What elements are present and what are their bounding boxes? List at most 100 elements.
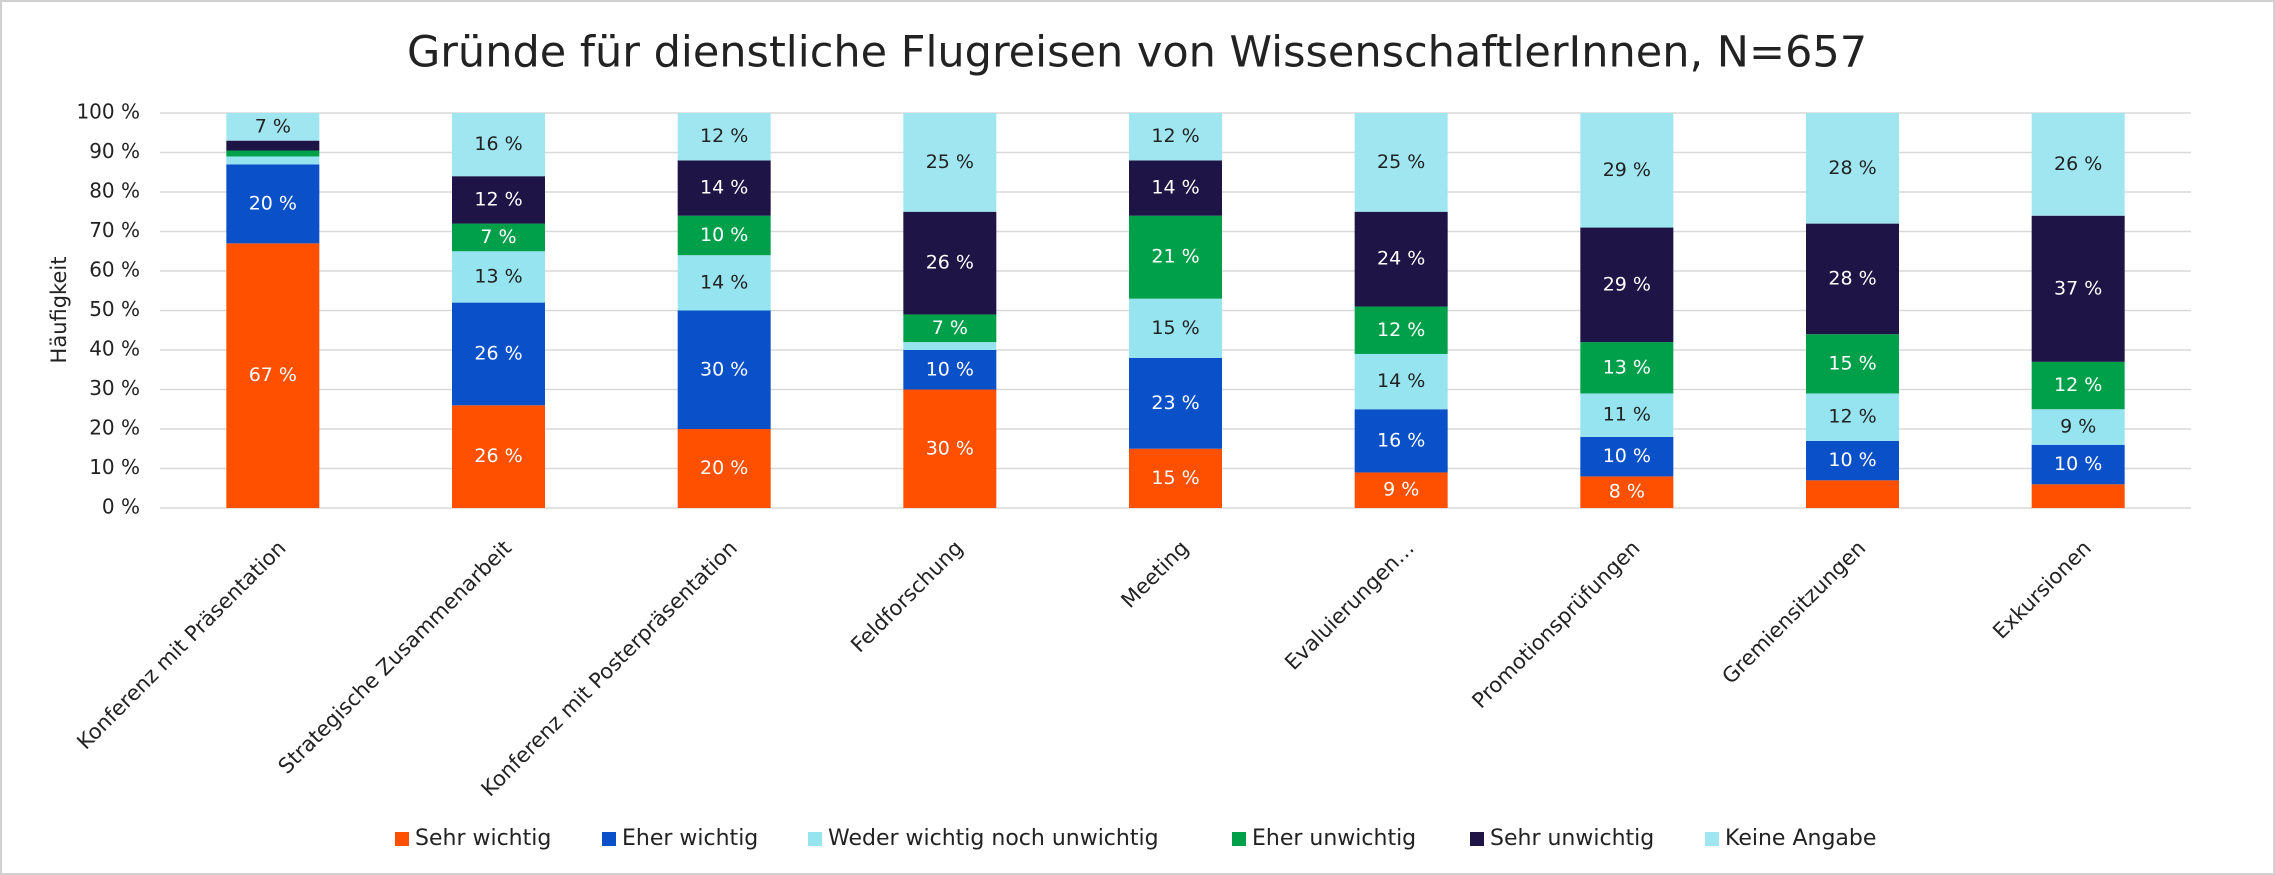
bar-segment	[1580, 227, 1674, 343]
data-label: 20 %	[700, 457, 748, 479]
bar-segment	[1580, 476, 1674, 508]
bar-segment	[2031, 484, 2125, 508]
bar-segment	[903, 342, 997, 350]
data-label: 12 %	[1151, 125, 1199, 147]
data-label: 14 %	[700, 271, 748, 293]
bar-segment	[226, 140, 320, 151]
data-label: 26 %	[474, 342, 522, 364]
legend-swatch	[1470, 832, 1484, 846]
bar-segment	[226, 243, 320, 508]
data-label: 29 %	[1603, 159, 1651, 181]
data-label: 15 %	[1151, 467, 1199, 489]
y-tick-label: 20 %	[89, 416, 140, 440]
data-label: 28 %	[1828, 157, 1876, 179]
data-label: 15 %	[1151, 317, 1199, 339]
y-tick-label: 30 %	[89, 376, 140, 400]
data-label: 12 %	[1828, 406, 1876, 428]
bar-segment	[452, 405, 545, 508]
bar-segment	[903, 211, 997, 315]
legend-label: Eher unwichtig	[1252, 826, 1416, 851]
bar-segment	[2031, 215, 2125, 362]
bar-segment	[226, 113, 320, 141]
data-label: 7 %	[480, 226, 516, 248]
legend-swatch	[1705, 832, 1719, 846]
y-tick-label: 40 %	[89, 337, 140, 361]
bar-segment	[1354, 353, 1448, 410]
y-tick-label: 50 %	[89, 297, 140, 321]
bar-segment	[452, 251, 545, 303]
data-label: 9 %	[1383, 479, 1419, 501]
data-label: 9 %	[2060, 416, 2096, 438]
bar-segment	[903, 314, 997, 343]
bar-segment	[452, 176, 545, 224]
legend-swatch	[808, 832, 822, 846]
bar-segment	[452, 223, 545, 252]
bar-segment	[677, 310, 771, 429]
legend-swatch	[602, 832, 616, 846]
data-label: 10 %	[1828, 449, 1876, 471]
data-label: 26 %	[2054, 153, 2102, 175]
legend-label: Sehr wichtig	[415, 826, 551, 851]
y-tick-label: 70 %	[89, 218, 140, 242]
legend-label: Weder wichtig noch unwichtig	[828, 826, 1159, 851]
y-tick-label: 0 %	[102, 495, 140, 519]
data-label: 29 %	[1603, 273, 1651, 295]
bar-segment	[1806, 393, 1899, 441]
data-label: 30 %	[926, 437, 974, 459]
bar-segment	[1806, 480, 1899, 508]
data-label: 10 %	[2054, 453, 2102, 475]
bar-segment	[1354, 211, 1448, 307]
y-tick-label: 90 %	[89, 139, 140, 163]
data-label: 14 %	[700, 177, 748, 199]
data-label: 23 %	[1151, 392, 1199, 414]
bar-segment	[1806, 440, 1899, 481]
chart-title: Gründe für dienstliche Flugreisen von Wi…	[407, 28, 1867, 78]
bar-segment	[2031, 361, 2125, 410]
data-label: 12 %	[700, 125, 748, 147]
data-label: 11 %	[1603, 404, 1651, 426]
bar-segment	[226, 164, 320, 244]
data-label: 10 %	[1603, 445, 1651, 467]
data-label: 28 %	[1828, 267, 1876, 289]
bar-segment	[1129, 298, 1222, 358]
bar-segment	[677, 113, 771, 161]
bar-segment	[677, 429, 771, 508]
bar-segment	[1580, 436, 1674, 477]
data-label: 67 %	[249, 364, 297, 386]
bar-segment	[452, 113, 545, 177]
data-label: 8 %	[1609, 481, 1645, 503]
bar-segment	[1129, 113, 1222, 161]
legend-swatch	[1232, 832, 1246, 846]
bar-segment	[903, 389, 997, 508]
bar-segment	[677, 215, 771, 256]
legend-label: Eher wichtig	[622, 826, 758, 851]
bar-segment	[452, 302, 545, 406]
data-label: 12 %	[474, 188, 522, 210]
bar-segment	[677, 255, 771, 311]
data-label: 13 %	[474, 265, 522, 287]
bar-segment	[2031, 113, 2125, 216]
data-label: 26 %	[474, 445, 522, 467]
y-axis-label: Häufigkeit	[47, 257, 71, 364]
data-label: 10 %	[926, 358, 974, 380]
data-label: 7 %	[932, 317, 968, 339]
data-label: 14 %	[1377, 370, 1425, 392]
bar-segment	[1580, 113, 1674, 228]
data-label: 12 %	[1377, 319, 1425, 341]
bar-segment	[1354, 472, 1448, 508]
data-label: 37 %	[2054, 277, 2102, 299]
bar-segment	[226, 156, 320, 165]
data-label: 30 %	[700, 358, 748, 380]
bar-segment	[1806, 334, 1899, 394]
data-label: 21 %	[1151, 246, 1199, 268]
data-label: 15 %	[1828, 352, 1876, 374]
data-label: 7 %	[255, 115, 291, 137]
bar-segment	[1354, 409, 1448, 473]
bar-segment	[226, 150, 320, 157]
data-label: 12 %	[2054, 374, 2102, 396]
data-label: 16 %	[474, 133, 522, 155]
bar-segment	[677, 160, 771, 216]
bar-segment	[2031, 444, 2125, 485]
bar-segment	[1354, 306, 1448, 354]
